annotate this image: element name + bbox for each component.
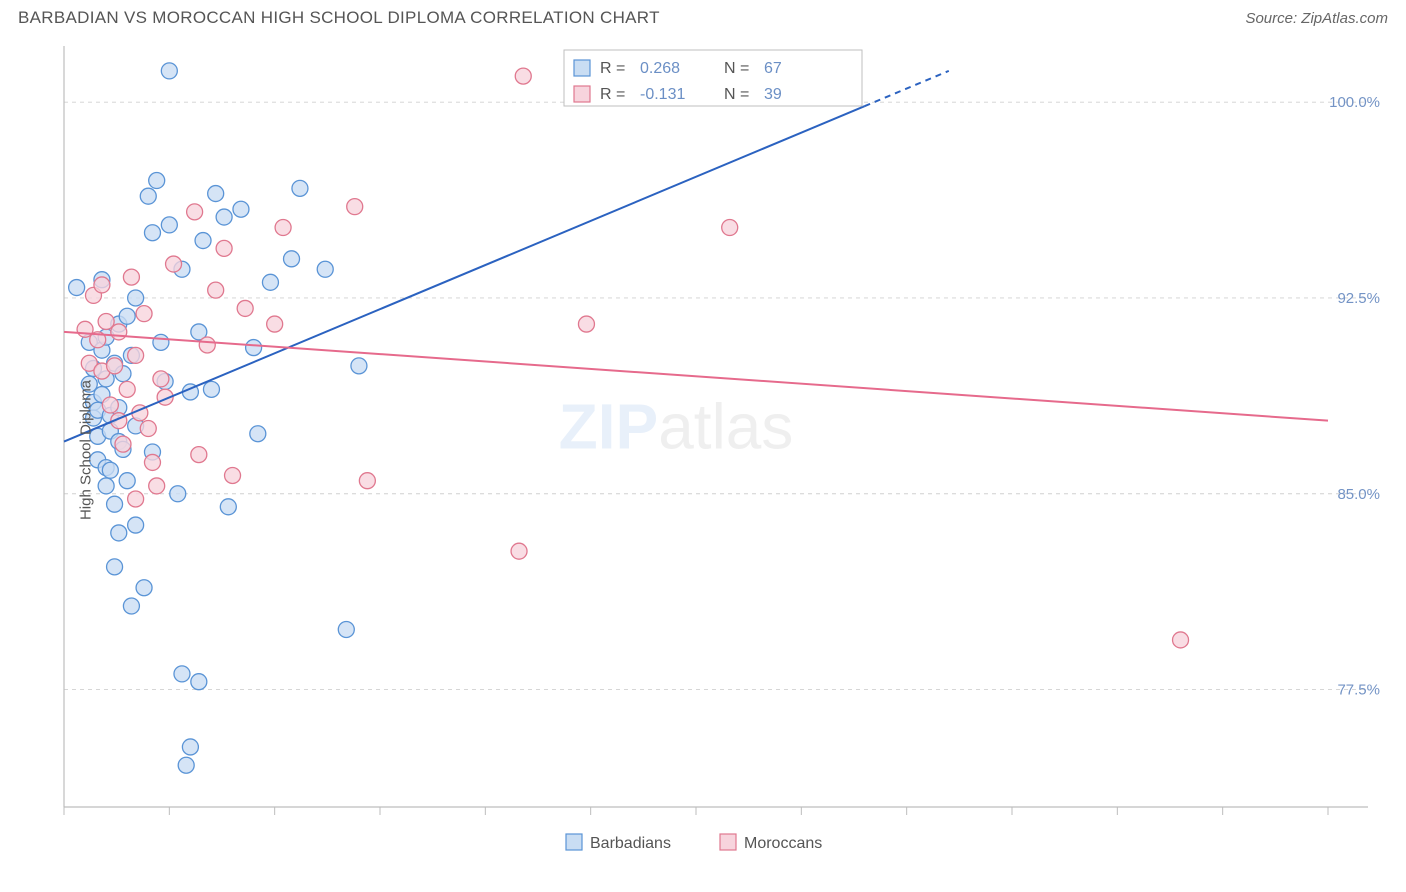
- svg-text:0.268: 0.268: [640, 60, 680, 77]
- chart-container: High School Diploma 77.5% 85.0% 92.5% 100.0…: [18, 32, 1388, 867]
- svg-text:67: 67: [764, 60, 782, 77]
- svg-text:92.5%: 92.5%: [1337, 290, 1380, 307]
- svg-text:R =: R =: [600, 60, 625, 77]
- svg-text:ZIPatlas: ZIPatlas: [559, 391, 794, 463]
- svg-text:Barbadians: Barbadians: [590, 835, 671, 852]
- svg-text:77.5%: 77.5%: [1337, 682, 1380, 699]
- scatter-chart: 77.5% 85.0% 92.5% 100.0% ZIPatlas R = 0.268 N =…: [18, 32, 1388, 867]
- svg-text:N =: N =: [724, 86, 749, 103]
- chart-title: BARBADIAN VS MOROCCAN HIGH SCHOOL DIPLOM…: [18, 8, 660, 28]
- svg-text:N =: N =: [724, 60, 749, 77]
- source-label: Source: ZipAtlas.com: [1245, 10, 1388, 27]
- svg-text:-0.131: -0.131: [640, 86, 685, 103]
- svg-text:85.0%: 85.0%: [1337, 486, 1380, 503]
- svg-text:R =: R =: [600, 86, 625, 103]
- svg-text:39: 39: [764, 86, 782, 103]
- svg-text:Moroccans: Moroccans: [744, 835, 822, 852]
- svg-text:100.0%: 100.0%: [1329, 94, 1380, 111]
- y-axis-label: High School Diploma: [78, 379, 95, 519]
